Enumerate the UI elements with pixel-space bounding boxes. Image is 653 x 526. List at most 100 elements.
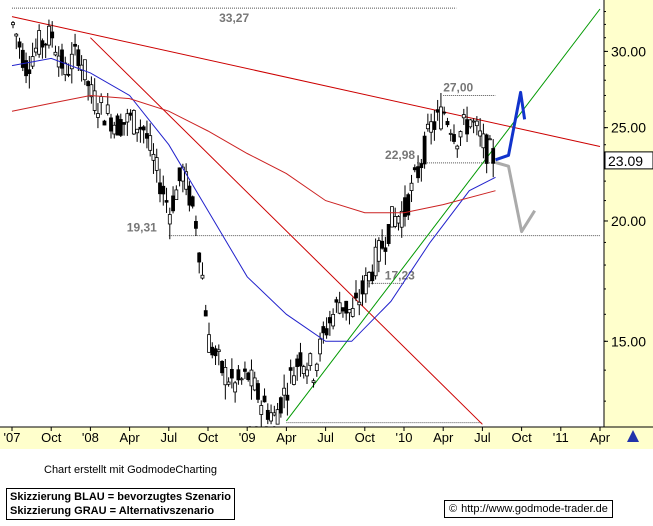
source-link[interactable]: © http://www.godmode-trader.de	[444, 500, 613, 518]
candle-body	[416, 166, 420, 179]
axes: 30.00 25.00 20.00 15.00 23.09 '07 Oct '08 Apr Jul…	[0, 0, 653, 449]
candle-body	[376, 240, 381, 262]
candle-body	[432, 121, 437, 130]
candle-body	[481, 133, 486, 149]
candle-body	[223, 366, 228, 386]
candle-body	[200, 274, 205, 279]
price-tick-label-0: 30.00	[611, 43, 646, 59]
candle-body	[363, 275, 368, 295]
candle-body	[334, 299, 339, 303]
scenario-path-0	[495, 90, 527, 162]
candle-body	[256, 383, 260, 400]
candle-body	[63, 62, 68, 76]
candle-body	[344, 300, 349, 314]
candle-body	[298, 352, 303, 367]
candle-body	[151, 153, 156, 161]
candle-body	[301, 366, 306, 374]
candle-body	[128, 112, 133, 116]
candle-body	[174, 189, 179, 201]
current-price-label: 23.09	[608, 153, 643, 169]
candle-body	[210, 346, 215, 356]
candle-body	[203, 310, 208, 317]
candle-body	[442, 111, 447, 114]
candle-body	[399, 210, 404, 228]
time-tick-label-6: '09	[239, 430, 256, 445]
time-tick-label-0: '07	[4, 430, 21, 445]
candle-body	[76, 49, 81, 66]
candle-body	[249, 369, 254, 387]
candle-body	[350, 308, 355, 317]
candle-body	[275, 409, 280, 425]
time-tick-label-14: '11	[553, 430, 569, 445]
candle-body	[461, 114, 466, 119]
candle-body	[131, 110, 136, 135]
candle-body	[167, 214, 172, 225]
time-tick-label-7: Apr	[276, 430, 297, 445]
candle-body	[278, 397, 283, 414]
candle-body	[226, 381, 231, 385]
candle-body	[229, 368, 234, 379]
candle-body	[24, 60, 28, 77]
candle-body	[190, 196, 195, 207]
candle-body	[471, 120, 476, 123]
trendline-0	[11, 16, 601, 147]
candle-body	[213, 348, 218, 357]
chart-credit: Chart erstellt mit GodmodeCharting	[44, 464, 218, 476]
price-tick-label-2: 20.00	[611, 213, 646, 229]
candle-body	[448, 132, 453, 135]
candle-body	[11, 22, 15, 26]
candle-body	[354, 292, 358, 299]
candle-body	[14, 33, 19, 37]
candle-body	[311, 380, 316, 383]
level-label-3: 19,31	[127, 221, 157, 235]
candle-body	[20, 49, 25, 68]
candle-body	[47, 25, 51, 46]
candle-body	[452, 134, 456, 142]
time-tick-label-12: Jul	[474, 430, 491, 445]
current-price-box	[604, 151, 653, 170]
candle-body	[122, 122, 126, 125]
candle-body	[252, 377, 257, 391]
candle-body	[33, 47, 38, 53]
price-tick-label-1: 25.00	[611, 120, 646, 136]
time-tick-label-13: Oct	[511, 430, 532, 445]
candle-body	[141, 126, 146, 131]
time-tick-label-8: Jul	[317, 430, 334, 445]
candle-body	[357, 301, 362, 306]
candle-body	[455, 145, 460, 150]
time-tick-label-5: Oct	[198, 430, 219, 445]
time-tick-label-1: Oct	[41, 430, 62, 445]
candle-body	[439, 106, 443, 130]
candle-body	[305, 369, 309, 377]
candle-body	[295, 358, 300, 367]
candle-body	[40, 40, 45, 48]
candle-body	[292, 375, 296, 385]
candle-body	[148, 135, 153, 151]
level-label-0: 33,27	[219, 11, 249, 25]
price-axis-panel	[604, 0, 653, 427]
candle-body	[37, 30, 42, 55]
candle-body	[125, 113, 130, 123]
scenario-path-1	[495, 161, 536, 234]
candle-body	[197, 252, 202, 263]
candle-body	[468, 119, 473, 128]
candle-body	[435, 109, 440, 113]
candle-body	[422, 135, 427, 165]
time-tick-label-10: '10	[396, 430, 413, 445]
candle-body	[246, 372, 251, 380]
time-tick-label-4: Jul	[160, 430, 177, 445]
candle-body	[370, 271, 375, 282]
candle-body	[233, 382, 238, 393]
candle-body	[347, 309, 352, 314]
candle-body	[488, 138, 492, 141]
candle-body	[86, 81, 91, 87]
candle-body	[89, 84, 94, 98]
time-tick-label-11: Apr	[433, 430, 454, 445]
candle-body	[96, 113, 100, 118]
candle-body	[50, 31, 55, 39]
candle-body	[66, 73, 71, 76]
source-url[interactable]: http://www.godmode-trader.de	[461, 503, 608, 515]
candle-body	[465, 119, 469, 135]
candle-body	[145, 133, 149, 139]
